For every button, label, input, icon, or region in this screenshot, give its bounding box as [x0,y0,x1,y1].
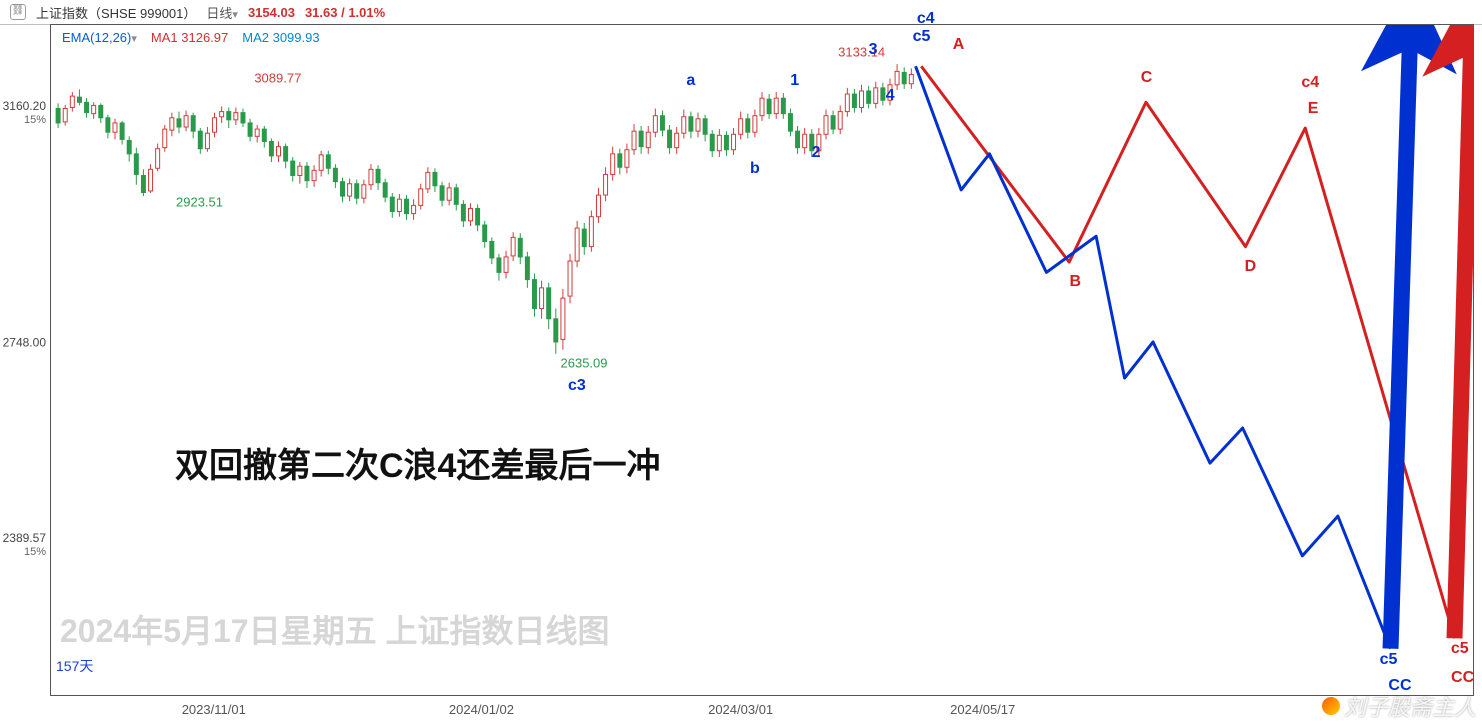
x-tick: 2023/11/01 [182,702,246,717]
x-tick: 2024/05/17 [950,702,1015,717]
chart-area[interactable] [50,24,1474,696]
watermark: 刘子股斋主人 [1322,690,1476,722]
x-tick: 2024/03/01 [708,702,773,717]
link-icon: ⛓ [10,4,26,20]
ema-label[interactable]: EMA(12,26)▾ [62,30,137,45]
y-tick: 2389.5715% [3,532,46,558]
watermark-text: 刘子股斋主人 [1344,690,1476,722]
y-tick: 2748.00 [3,337,46,350]
ma2-label: MA2 3099.93 [242,30,319,45]
date-caption: 2024年5月17日星期五 上证指数日线图 [60,606,609,652]
x-axis: 2023/11/01 2024/01/02 2024/03/01 2024/05/17 [50,696,1474,726]
index-name: 上证指数（SHSE 999001） [36,3,196,22]
price-change: 31.63 / 1.01% [305,5,385,20]
y-tick: 3160.2015% [3,100,46,126]
period-label[interactable]: 日线▾ [206,3,238,22]
last-price: 3154.03 [248,5,295,20]
chart-header: ⛓ 上证指数（SHSE 999001） 日线▾ 3154.03 31.63 / … [0,0,1482,25]
y-axis: 3160.2015% 2748.00 2389.5715% [0,24,50,696]
indicator-row: EMA(12,26)▾ MA1 3126.97 MA2 3099.93 [62,30,320,45]
weibo-icon [1322,697,1340,715]
annotation-title: 双回撤第二次C浪4还差最后一冲 [175,438,660,487]
x-tick: 2024/01/02 [449,702,514,717]
days-label: 157天 [56,656,93,676]
chart-svg [51,25,1473,695]
ma1-label: MA1 3126.97 [151,30,228,45]
